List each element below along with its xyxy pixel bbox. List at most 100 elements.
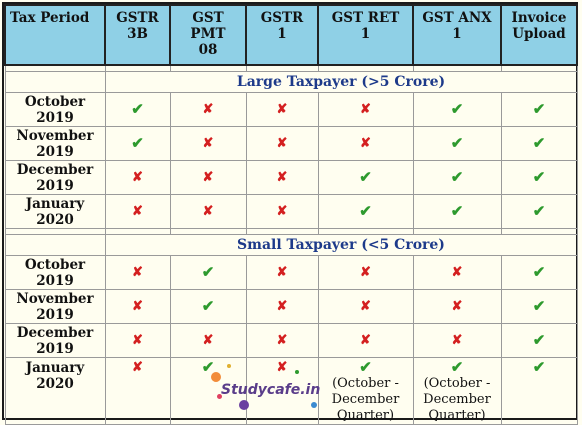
return-filing-table: Tax Period GSTR 3B GST PMT 08 GSTR 1 GST RE… (4, 4, 578, 425)
check-mark-icon: ✔ (450, 99, 464, 118)
quarter-note: Quarter) (336, 408, 395, 423)
status-cell-gst-pmt-08: ✔ (169, 255, 247, 290)
status-cell-gst-anx-1: ✘ (412, 323, 502, 358)
header-invoice-upload: Invoice Upload (500, 4, 578, 66)
table-row: January 2020 ✘ ✔ ✘ ✔ (October - December Quarter… (4, 357, 578, 425)
cross-mark-icon: ✘ (276, 360, 288, 375)
status-cell-gst-ret-1: ✘ (317, 92, 414, 127)
status-cell-gstr-1: ✘ (245, 126, 319, 161)
status-cell-gst-anx-1: ✔ (October - December Quarter) (412, 357, 502, 425)
check-mark-icon: ✔ (532, 358, 546, 376)
status-cell-gst-ret-1: ✘ (317, 289, 414, 324)
cross-mark-icon: ✘ (276, 102, 288, 117)
check-mark-icon: ✔ (450, 358, 464, 376)
status-cell-gstr-3b: ✘ (104, 160, 171, 195)
tax-period-cell: January 2020 (4, 194, 106, 229)
cross-mark-icon: ✘ (132, 299, 143, 314)
status-cell-gstr-1: ✘ (245, 160, 319, 195)
status-cell-gst-pmt-08: ✘ (169, 160, 247, 195)
status-cell-invoice-upload: ✔ (500, 126, 578, 161)
status-cell-gstr-1: ✘ (245, 92, 319, 127)
check-mark-icon: ✔ (201, 262, 215, 281)
table-row: December 2019 ✘ ✘ ✘ ✘ ✘ ✔ (4, 323, 578, 358)
check-mark-icon: ✔ (532, 133, 546, 152)
status-cell-gstr-3b: ✘ (104, 255, 171, 290)
cross-mark-icon: ✘ (276, 333, 288, 348)
status-cell-gst-anx-1: ✘ (412, 255, 502, 290)
status-cell-gst-anx-1: ✔ (412, 126, 502, 161)
table-body: Large Taxpayer (>5 Crore) October 2019 ✔ ✘ ✘ ✘… (4, 64, 578, 425)
cross-mark-icon: ✘ (132, 204, 143, 219)
tax-period-cell: December 2019 (4, 160, 106, 195)
tax-period-cell: November 2019 (4, 126, 106, 161)
header-tax-period: Tax Period (4, 4, 106, 66)
status-cell-gst-anx-1: ✔ (412, 160, 502, 195)
header-row: Tax Period GSTR 3B GST PMT 08 GSTR 1 GST RE… (4, 4, 578, 66)
tax-period-cell: January 2020 (4, 357, 106, 425)
quarter-note: December (331, 392, 400, 407)
status-cell-gstr-1: ✘ (245, 194, 319, 229)
status-cell-invoice-upload: ✔ (500, 357, 578, 425)
status-cell-gst-ret-1: ✔ (317, 194, 414, 229)
table-row: November 2019 ✔ ✘ ✘ ✘ ✔ ✔ (4, 126, 578, 161)
cross-mark-icon: ✘ (360, 299, 371, 314)
tax-period-cell: October 2019 (4, 92, 106, 127)
cross-mark-icon: ✘ (360, 265, 371, 280)
table-row: December 2019 ✘ ✘ ✘ ✔ ✔ ✔ (4, 160, 578, 195)
cross-mark-icon: ✘ (132, 360, 143, 375)
quarter-note: (October - (423, 376, 491, 391)
status-cell-gst-pmt-08: ✘ (169, 126, 247, 161)
status-cell-gst-anx-1: ✔ (412, 194, 502, 229)
header-gstr-1: GSTR 1 (245, 4, 319, 66)
check-mark-icon: ✔ (131, 99, 144, 118)
status-cell-gstr-3b: ✘ (104, 194, 171, 229)
tax-period-cell: November 2019 (4, 289, 106, 324)
status-cell-gstr-3b: ✔ (104, 126, 171, 161)
check-mark-icon: ✔ (532, 201, 546, 220)
table-row: October 2019 ✔ ✘ ✘ ✘ ✔ ✔ (4, 92, 578, 127)
check-mark-icon: ✔ (532, 167, 546, 186)
cross-mark-icon: ✘ (276, 299, 288, 314)
status-cell-gst-pmt-08: ✘ (169, 92, 247, 127)
check-mark-icon: ✔ (201, 296, 215, 315)
section-title-small: Small Taxpayer (<5 Crore) (104, 234, 578, 256)
cross-mark-icon: ✘ (276, 204, 288, 219)
check-mark-icon: ✔ (450, 133, 464, 152)
cross-mark-icon: ✘ (451, 299, 463, 314)
cross-mark-icon: ✘ (276, 265, 288, 280)
check-mark-icon: ✔ (359, 167, 372, 186)
status-cell-gst-anx-1: ✘ (412, 289, 502, 324)
status-cell-gstr-1: ✘ (245, 357, 319, 425)
status-cell-gst-anx-1: ✔ (412, 92, 502, 127)
spacer-row (4, 64, 578, 72)
table-row: January 2020 ✘ ✘ ✘ ✔ ✔ ✔ (4, 194, 578, 229)
status-cell-gstr-3b: ✘ (104, 323, 171, 358)
cross-mark-icon: ✘ (360, 102, 371, 117)
quarter-note: Quarter) (428, 408, 486, 423)
quarter-note: (October - (332, 376, 399, 391)
status-cell-gst-ret-1: ✔ (317, 160, 414, 195)
cross-mark-icon: ✘ (202, 333, 214, 348)
check-mark-icon: ✔ (201, 358, 215, 376)
check-mark-icon: ✔ (131, 133, 144, 152)
check-mark-icon: ✔ (450, 201, 464, 220)
status-cell-gst-pmt-08: ✔ (169, 357, 247, 425)
status-cell-gst-ret-1: ✘ (317, 323, 414, 358)
cross-mark-icon: ✘ (132, 265, 143, 280)
table-row: October 2019 ✘ ✔ ✘ ✘ ✘ ✔ (4, 255, 578, 290)
status-cell-invoice-upload: ✔ (500, 194, 578, 229)
cross-mark-icon: ✘ (202, 170, 214, 185)
status-cell-gst-pmt-08: ✘ (169, 323, 247, 358)
status-cell-gst-pmt-08: ✘ (169, 194, 247, 229)
cross-mark-icon: ✘ (132, 170, 143, 185)
cross-mark-icon: ✘ (202, 204, 214, 219)
check-mark-icon: ✔ (532, 262, 546, 281)
quarter-note: December (423, 392, 491, 407)
status-cell-invoice-upload: ✔ (500, 323, 578, 358)
cross-mark-icon: ✘ (202, 102, 214, 117)
header-gst-pmt-08: GST PMT 08 (169, 4, 247, 66)
check-mark-icon: ✔ (532, 330, 546, 349)
status-cell-gstr-3b: ✔ (104, 92, 171, 127)
status-cell-invoice-upload: ✔ (500, 92, 578, 127)
